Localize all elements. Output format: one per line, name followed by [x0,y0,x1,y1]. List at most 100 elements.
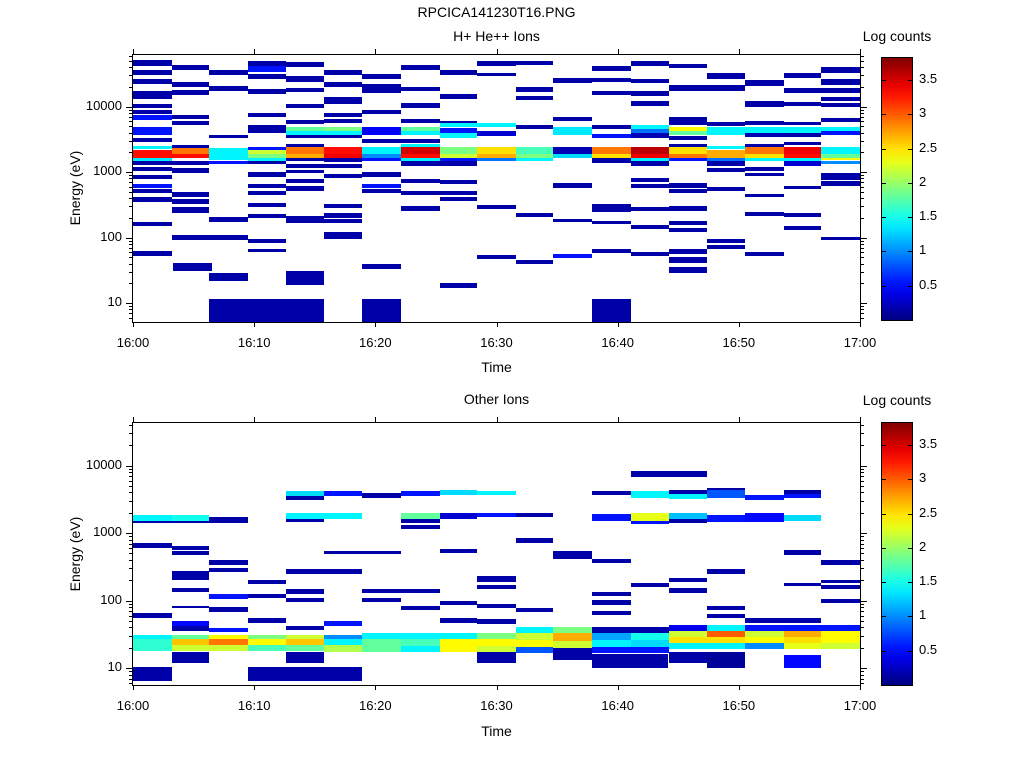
colorbar-tick [882,616,886,618]
y-minor-tick [861,198,864,200]
spectrogram-cell [707,161,745,166]
spectrogram-cell [553,153,593,158]
spectrogram-cell [477,638,516,647]
colorbar-tick [882,547,886,549]
y-minor-tick [861,548,864,549]
spectrogram-cell [285,652,325,663]
spectrogram-cell [171,147,210,154]
spectrogram-cell [248,66,286,72]
spectrogram-cell [248,89,286,94]
colorbar-bottom-label: Log counts [862,392,932,408]
spectrogram-cell [171,625,210,632]
spectrogram-cell [631,133,669,139]
spectrogram-cell [668,126,708,132]
y-minor-tick [129,247,132,249]
spectrogram-cell [439,153,478,158]
spectrogram-cell [362,74,401,80]
y-minor-tick [861,620,864,622]
spectrogram-cell [133,79,172,85]
spectrogram-cell [783,161,822,166]
colorbar-tick [908,616,912,618]
spectrogram-cell [515,607,554,612]
spectrogram-cell [324,644,362,653]
colorbar [881,422,913,686]
y-minor-tick [129,543,132,545]
y-minor-tick [129,186,132,188]
spectrogram-cell [477,72,516,77]
spectrogram-cell [592,490,631,495]
spectrogram-cell [248,239,286,244]
spectrogram-cell [400,157,440,162]
y-minor-tick [129,175,132,176]
spectrogram-cell [631,147,669,154]
spectrogram-cell [668,117,708,125]
spectrogram-cell [285,153,325,158]
spectrogram-cell [744,153,784,158]
y-minor-tick [861,445,864,447]
spectrogram-cell [248,60,286,66]
y-minor-tick [861,86,864,88]
spectrogram-cell [362,493,401,498]
spectrogram-cell [744,147,784,154]
spectrogram-cell [133,251,172,257]
colorbar-tick [882,114,886,116]
y-minor-tick [861,683,864,684]
spectrogram-cell [783,636,822,643]
y-minor-tick [129,445,132,447]
y-minor-tick [861,611,864,612]
spectrogram-cell [783,122,822,126]
spectrogram-cell [668,266,708,273]
spectrogram-cell [171,65,210,71]
x-tick-label: 16:10 [237,698,271,713]
spectrogram-cell [324,203,362,208]
spectrogram-cell [515,153,554,158]
y-minor-tick [861,543,864,545]
spectrogram-cell [133,634,172,639]
x-tick-label: 16:10 [237,335,271,350]
spectrogram-cell [631,177,669,183]
y-tick [126,533,132,534]
spectrogram-cell [439,133,478,139]
spectrogram-cell [439,196,478,202]
spectrogram-cell [324,512,362,520]
spectrogram-cell [324,134,362,139]
y-minor-tick [129,306,132,307]
spectrogram-cell [783,550,822,555]
spectrogram-cell [324,551,401,554]
spectrogram-cell [133,638,172,651]
colorbar-tick [882,79,886,81]
spectrogram-cell [324,96,362,104]
spectrogram-cell [783,631,822,637]
spectrogram-cell [592,600,631,605]
spectrogram-cell [439,157,478,162]
spectrogram-cell [668,625,708,632]
x-tick [496,322,498,327]
colorbar-tick [882,217,886,219]
spectrogram-cell [362,633,401,639]
spectrogram-cell [821,160,860,164]
spectrogram-cell [668,205,708,211]
spectrogram-cell [209,628,249,633]
y-tick [126,237,132,239]
y-minor-tick [129,647,132,649]
spectrogram-cell [515,640,554,647]
colorbar-tick-label: 2 [919,538,927,554]
spectrogram-cell [209,594,249,600]
spectrogram-cell [553,127,593,135]
y-tick-label: 100 [100,228,122,244]
spectrogram-cell [821,172,860,180]
y-tick [861,600,867,602]
y-minor-tick [861,559,864,561]
x-tick [738,49,740,54]
spectrogram-cell [821,117,860,122]
spectrogram-cell [362,188,401,193]
spectrogram-cell [248,153,286,158]
spectrogram-cell [553,633,593,642]
colorbar-tick-label: 1 [919,607,927,623]
spectrogram-cell [592,633,631,640]
spectrogram-cell [324,147,362,154]
spectrogram-cell [515,512,554,517]
x-tick [133,49,134,54]
spectrogram-cell [133,542,172,548]
spectrogram-cell [209,638,249,645]
